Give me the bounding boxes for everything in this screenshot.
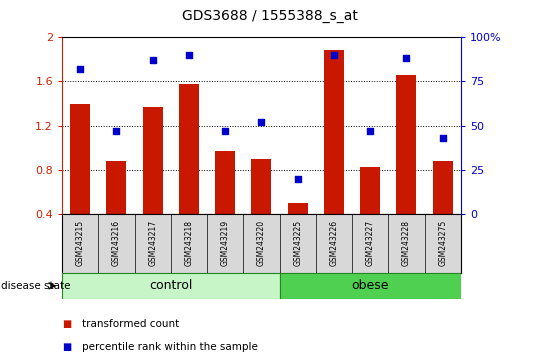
Bar — [70, 104, 90, 214]
Text: GSM243215: GSM243215 — [75, 220, 85, 267]
Text: ■: ■ — [62, 342, 71, 352]
Point — [221, 128, 230, 134]
Text: GSM243227: GSM243227 — [365, 220, 375, 267]
Text: GSM243275: GSM243275 — [438, 220, 447, 267]
Bar — [360, 167, 380, 214]
Text: GSM243219: GSM243219 — [220, 220, 230, 267]
Point — [148, 57, 157, 63]
Bar — [62, 273, 280, 299]
Point — [184, 52, 193, 58]
Bar — [397, 75, 417, 214]
Text: percentile rank within the sample: percentile rank within the sample — [82, 342, 258, 352]
Bar — [433, 161, 453, 214]
Bar — [251, 159, 271, 214]
Bar — [280, 273, 461, 299]
Text: GSM243218: GSM243218 — [184, 221, 194, 266]
Text: GDS3688 / 1555388_s_at: GDS3688 / 1555388_s_at — [182, 9, 357, 23]
Text: GSM243228: GSM243228 — [402, 221, 411, 266]
Bar — [106, 161, 126, 214]
Point — [330, 52, 338, 58]
Text: GSM243217: GSM243217 — [148, 220, 157, 267]
Text: GSM243216: GSM243216 — [112, 220, 121, 267]
Point — [112, 128, 121, 134]
Text: disease state: disease state — [1, 281, 71, 291]
Point — [402, 56, 411, 61]
Bar — [324, 51, 344, 214]
Bar — [288, 203, 308, 214]
Point — [366, 128, 375, 134]
Point — [293, 176, 302, 182]
Text: control: control — [149, 279, 192, 292]
Bar — [143, 107, 163, 214]
Text: obese: obese — [351, 279, 389, 292]
Point — [76, 66, 85, 72]
Text: transformed count: transformed count — [82, 319, 179, 329]
Point — [257, 119, 266, 125]
Text: GSM243226: GSM243226 — [329, 220, 338, 267]
Point — [438, 135, 447, 141]
Text: GSM243220: GSM243220 — [257, 220, 266, 267]
Text: GSM243225: GSM243225 — [293, 220, 302, 267]
Bar — [215, 151, 235, 214]
Bar — [179, 84, 199, 214]
Text: ■: ■ — [62, 319, 71, 329]
